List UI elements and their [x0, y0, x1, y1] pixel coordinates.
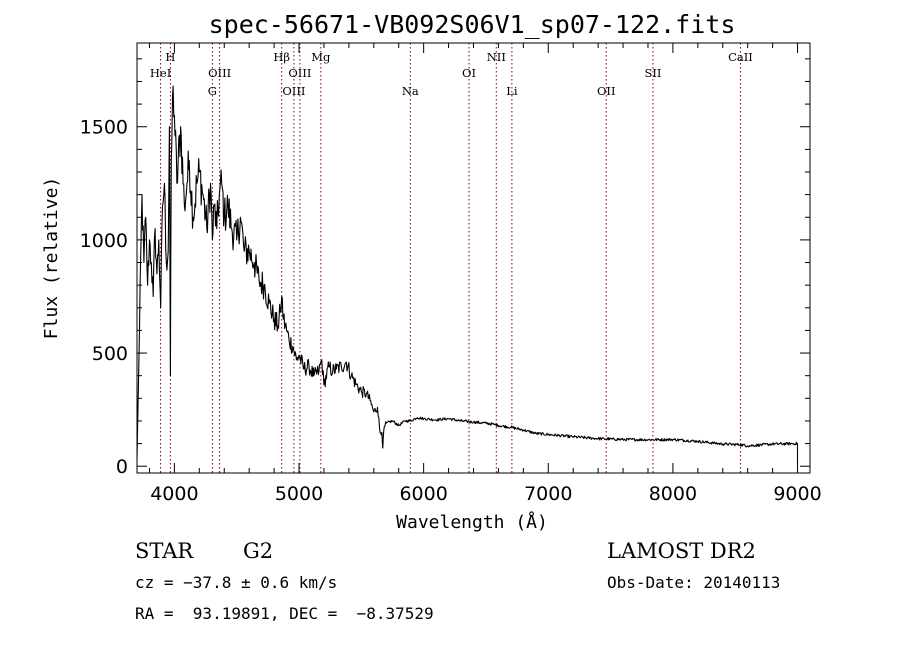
coordinates: RA = 93.19891, DEC = −8.37529 — [135, 604, 434, 623]
spectral-line-label: OIII — [288, 66, 311, 80]
spectral-line-label: Hβ — [273, 50, 290, 64]
spectral-line-label: G — [208, 84, 217, 98]
survey-name: LAMOST DR2 — [607, 539, 756, 563]
x-tick-label: 7000 — [524, 483, 572, 505]
x-tick-label: 6000 — [399, 483, 447, 505]
spectral-line-label: NII — [487, 50, 506, 64]
spectral-line-label: Na — [402, 84, 419, 98]
spectral-line-label: OIII — [282, 84, 305, 98]
x-axis-label: Wavelength (Å) — [396, 511, 548, 533]
spectral-line-label: CaII — [728, 50, 753, 64]
x-tick-label: 8000 — [649, 483, 697, 505]
y-axis-ticks: 0 500 1000 1500 — [80, 58, 810, 478]
y-axis-label: Flux (relative) — [41, 177, 62, 340]
spectral-line-label: HeI — [150, 66, 171, 80]
plot-frame — [136, 42, 811, 474]
y-tick-label: 1000 — [80, 230, 128, 252]
spectrum-line — [136, 85, 799, 466]
plot-title: spec-56671-VB092S06V1_sp07-122.fits — [209, 10, 736, 39]
y-tick-label: 1500 — [80, 117, 128, 139]
spectral-line-label: SII — [644, 66, 661, 80]
x-tick-label: 9000 — [773, 483, 821, 505]
y-tick-label: 0 — [116, 456, 128, 478]
observation-date: Obs-Date: 20140113 — [607, 573, 781, 592]
x-tick-label: 5000 — [275, 483, 323, 505]
y-tick-label: 500 — [92, 343, 128, 365]
redshift-velocity: cz = −37.8 ± 0.6 km/s — [135, 573, 338, 592]
spectral-line-label: Mg — [311, 50, 331, 64]
object-class: STAR — [135, 539, 194, 563]
x-tick-label: 4000 — [150, 483, 198, 505]
spectral-line-label: H — [165, 50, 175, 64]
spectral-line-label: OIII — [208, 66, 231, 80]
object-subclass: G2 — [243, 539, 274, 563]
spectral-line-label: OII — [597, 84, 616, 98]
spectral-line-label: OI — [462, 66, 476, 80]
x-axis-ticks: 4000 5000 6000 7000 8000 9000 — [148, 43, 822, 505]
spectral-line-label: Li — [506, 84, 518, 98]
